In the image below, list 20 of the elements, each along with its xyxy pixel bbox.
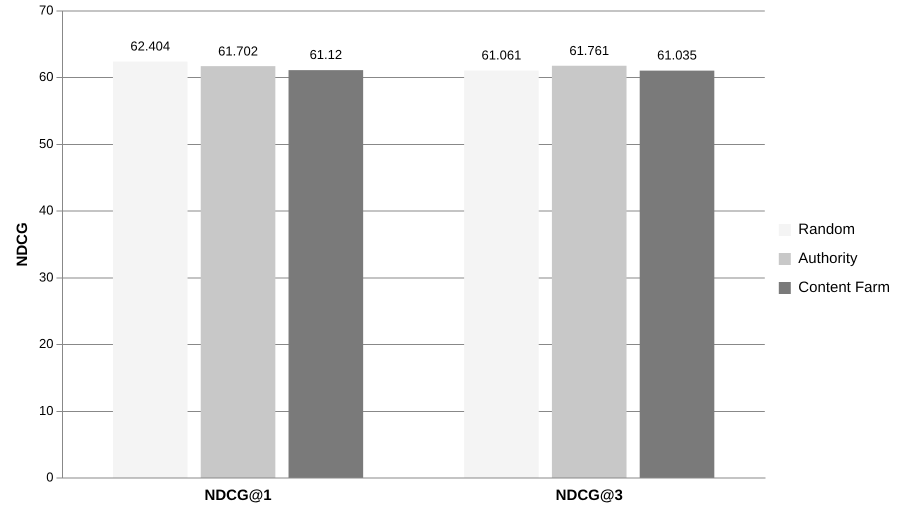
y-tick-label: 20: [38, 336, 54, 352]
y-tick-label: 10: [38, 402, 54, 418]
data-label: 61.035: [657, 48, 697, 63]
data-label: 61.761: [569, 42, 610, 58]
legend-label: Content Farm: [798, 279, 890, 296]
y-tick-label: 40: [38, 202, 54, 218]
legend-label: Random: [798, 221, 856, 238]
x-tick-label: NDCG@3: [556, 487, 623, 504]
data-label: 61.702: [218, 43, 258, 58]
data-label: 61.061: [482, 48, 522, 63]
y-tick-label: 30: [38, 269, 54, 284]
y-tick-label: 50: [38, 136, 54, 151]
legend-label: Authority: [798, 250, 858, 268]
x-tick-label: NDCG@1: [204, 487, 272, 504]
data-label: 61.12: [310, 47, 342, 62]
y-tick-label: 60: [38, 69, 54, 84]
y-axis-title: NDCG: [14, 222, 32, 266]
y-tick-label: 0: [46, 470, 54, 485]
data-label: 62.404: [130, 38, 170, 54]
y-tick-label: 70: [38, 2, 54, 18]
